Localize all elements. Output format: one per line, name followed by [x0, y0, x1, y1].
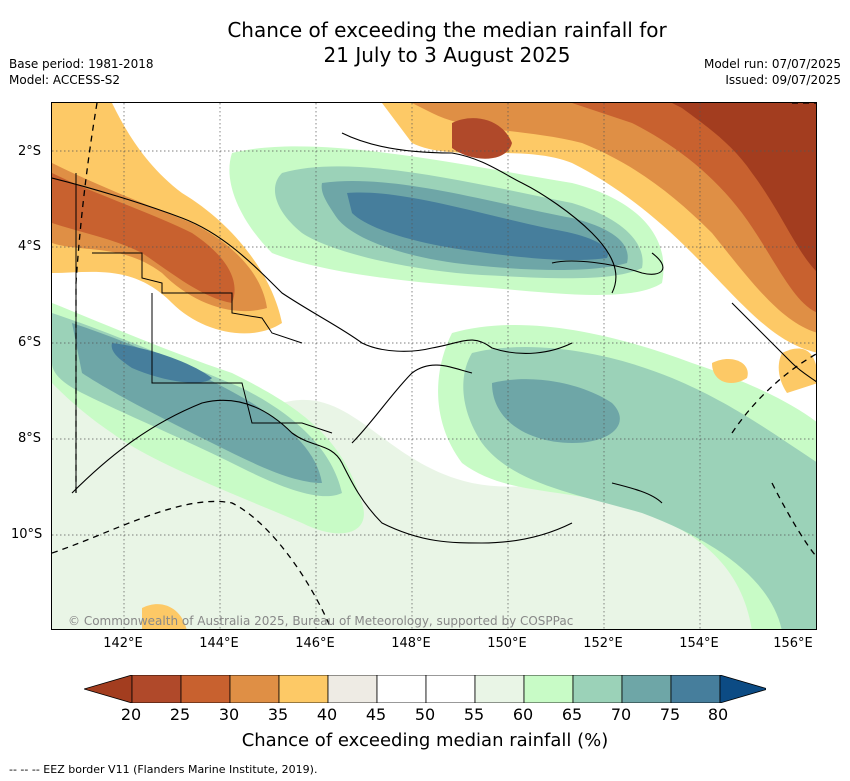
prob-25-30-spot [452, 118, 512, 159]
colorbar [84, 675, 766, 703]
prob-55-60-region [52, 303, 816, 629]
lat-label-4s: 4°S [18, 239, 42, 254]
colorbar-tick: 75 [659, 705, 681, 724]
prob-70-75-east [492, 379, 620, 443]
lat-label-8s: 8°S [18, 431, 42, 446]
title-line-1: Chance of exceeding the median rainfall … [227, 18, 667, 42]
lon-label-142e: 142°E [103, 636, 143, 651]
lon-label-152e: 152°E [583, 636, 623, 651]
lat-label-10s: 10°S [11, 527, 43, 542]
lon-label-148e: 148°E [391, 636, 431, 651]
colorbar-tick: 50 [414, 705, 436, 724]
colorbar-tick: 40 [316, 705, 338, 724]
colorbar-cell [376, 675, 427, 703]
colorbar-cell [474, 675, 525, 703]
prob-below-25-region [672, 103, 816, 271]
meta-right: Model run: 07/07/2025 Issued: 09/07/2025 [704, 56, 841, 88]
map-canvas [52, 103, 816, 629]
colorbar-tick: 80 [707, 705, 729, 724]
lon-label-154e: 154°E [679, 636, 719, 651]
colorbar-tick: 30 [218, 705, 240, 724]
colorbar-tick: 55 [463, 705, 485, 724]
colorbar-tick: 65 [561, 705, 583, 724]
colorbar-label: Chance of exceeding median rainfall (%) [241, 730, 609, 751]
coastlines [52, 132, 816, 544]
lon-label-150e: 150°E [487, 636, 527, 651]
lat-label-6s: 6°S [18, 335, 42, 350]
colorbar-cell [425, 675, 476, 703]
colorbar-tick: 20 [120, 705, 142, 724]
colorbar-arrow-high [719, 675, 766, 703]
issued-date: Issued: 09/07/2025 [725, 73, 841, 87]
eez-borders [52, 103, 816, 629]
credit-text: © Commonwealth of Australia 2025, Bureau… [68, 614, 574, 628]
meta-left: Base period: 1981-2018 Model: ACCESS-S2 [9, 56, 154, 88]
rainfall-map [51, 102, 817, 630]
model-name: Model: ACCESS-S2 [9, 73, 121, 87]
colorbar-cell [670, 675, 721, 703]
prob-35-40-blob-east [712, 358, 748, 383]
base-period: Base period: 1981-2018 [9, 57, 154, 71]
graticule [52, 103, 816, 629]
colorbar-arrow-low [84, 675, 133, 703]
colorbar-cell [327, 675, 378, 703]
colorbar-tick: 45 [365, 705, 387, 724]
colorbar-tick: 35 [267, 705, 289, 724]
colorbar-cell [180, 675, 231, 703]
title-line-2: 21 July to 3 August 2025 [323, 43, 571, 67]
lat-label-2s: 2°S [18, 144, 42, 159]
lon-label-146e: 146°E [295, 636, 335, 651]
model-run: Model run: 07/07/2025 [703, 57, 841, 71]
colorbar-tick: 25 [169, 705, 191, 724]
colorbar-cell [131, 675, 182, 703]
map-title: Chance of exceeding the median rainfall … [0, 18, 850, 68]
colorbar-cell [523, 675, 574, 703]
prob-75-80-band [347, 192, 608, 261]
colorbar-cell [621, 675, 672, 703]
prob-35-40-blob-south [142, 604, 187, 629]
prob-25-30-west [52, 173, 235, 303]
eez-legend-footer: -- -- -- EEZ border V11 (Flanders Marine… [9, 763, 318, 776]
colorbar-tick: 70 [610, 705, 632, 724]
prob-75-80-southwest [111, 343, 212, 383]
colorbar-cell [572, 675, 623, 703]
colorbar-cell [278, 675, 329, 703]
lon-label-144e: 144°E [199, 636, 239, 651]
lon-label-156e: 156°E [773, 636, 813, 651]
colorbar-tick: 60 [512, 705, 534, 724]
colorbar-cell [229, 675, 280, 703]
